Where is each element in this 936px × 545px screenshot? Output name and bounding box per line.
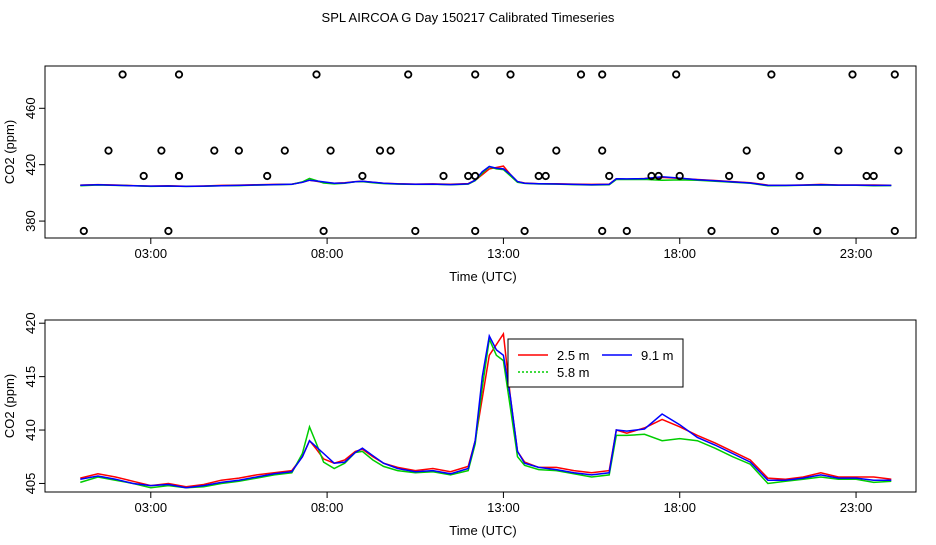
bottom-series-group [80,331,892,489]
top-plot-frame [44,65,917,239]
bottom-panel: 405 410 415 420 03:00 08:00 13:00 18:00 23:00 T… [2,312,917,538]
top-x-axis-label: Time (UTC) [449,269,516,284]
calibration-point [767,70,776,79]
calibration-point [675,171,684,181]
calibration-point [552,146,561,155]
calibration-point [672,70,681,79]
top-x-tick-label: 23:00 [840,246,873,261]
calibration-point [654,171,663,181]
calibration-point [210,146,219,155]
top-x-axis: 03:00 08:00 13:00 18:00 23:00 [135,238,873,261]
bottom-series-line-9-1-m [80,333,892,489]
calibration-point [495,146,504,155]
calibration-point [280,146,289,155]
calibration-point [375,146,385,155]
calibration-point [471,171,480,181]
calibration-point [439,171,448,181]
calibration-point [386,146,395,155]
top-y-axis: 380 420 460 [23,97,45,232]
legend-label-5-8m: 5.8 m [557,365,590,380]
bottom-y-axis: 405 410 415 420 [23,312,45,494]
top-x-tick-label: 03:00 [135,246,168,261]
calibration-point [869,171,878,181]
calibration-point [506,70,515,79]
top-series-group [80,165,892,188]
calibration-point [411,226,420,236]
calibration-point [756,171,765,181]
top-y-tick-label: 420 [23,154,38,176]
bottom-y-tick-label: 410 [23,419,38,441]
bottom-x-tick-label: 18:00 [663,500,696,515]
calibration-point [598,146,607,155]
bottom-y-tick-label: 405 [23,473,38,495]
top-calibration-points [79,70,903,236]
calibration-point [862,171,871,181]
figure-title: SPL AIRCOA G Day 150217 Calibrated Times… [322,10,615,25]
calibration-point [894,146,903,155]
calibration-point [404,70,413,79]
top-y-axis-label: CO2 (ppm) [2,120,17,184]
bottom-y-axis-label: CO2 (ppm) [2,374,17,438]
top-x-tick-label: 08:00 [311,246,344,261]
calibration-point [576,70,586,79]
bottom-y-tick-label: 415 [23,366,38,388]
calibration-point [707,226,716,236]
calibration-point [464,171,473,181]
calibration-point [890,70,899,79]
calibration-point [813,226,822,236]
calibration-point [848,70,857,79]
legend: 2.5 m 9.1 m 5.8 m [507,338,684,388]
calibration-point [104,146,113,155]
calibration-point [724,171,734,181]
calibration-point [598,226,607,236]
calibration-point [520,226,529,236]
calibration-point [534,171,543,181]
calibration-point [471,226,480,236]
top-series-line-9-1-m [80,165,892,188]
calibration-point [358,171,367,181]
calibration-point [622,226,631,236]
top-x-tick-label: 13:00 [487,246,520,261]
top-y-tick-label: 460 [23,97,38,119]
legend-label-9-1m: 9.1 m [641,348,674,363]
calibration-point [174,171,184,181]
calibration-point [174,70,184,79]
bottom-x-tick-label: 23:00 [840,500,873,515]
legend-label-2-5m: 2.5 m [557,348,590,363]
top-y-tick-label: 380 [23,210,38,232]
bottom-x-axis-label: Time (UTC) [449,523,516,538]
calibration-point [139,171,148,181]
calibration-point [541,171,550,181]
bottom-x-tick-label: 08:00 [311,500,344,515]
bottom-plot-frame [44,319,917,493]
calibration-point [471,70,480,79]
calibration-point [326,146,335,155]
calibration-point [312,70,321,79]
bottom-series-line-5-8-m [80,336,892,489]
calibration-point [319,226,328,236]
calibration-point [605,171,614,181]
bottom-x-tick-label: 03:00 [135,500,168,515]
calibration-point [157,146,166,155]
calibration-point [795,171,804,181]
calibration-point [164,226,173,236]
calibration-point [890,226,899,236]
calibration-point [742,146,751,155]
calibration-point [834,146,843,155]
calibration-point [770,226,780,236]
calibration-point [263,171,272,181]
calibration-point [118,70,127,79]
top-x-tick-label: 18:00 [663,246,696,261]
calibration-point [79,226,88,236]
calibration-point [598,70,607,79]
calibration-point [234,146,243,155]
legend-box [507,338,684,388]
bottom-x-axis: 03:00 08:00 13:00 18:00 23:00 [135,492,873,515]
bottom-x-tick-label: 13:00 [487,500,520,515]
bottom-y-tick-label: 420 [23,312,38,334]
top-panel: 380 420 460 03:00 08:00 13:00 18:00 23:00 Time… [2,65,917,284]
